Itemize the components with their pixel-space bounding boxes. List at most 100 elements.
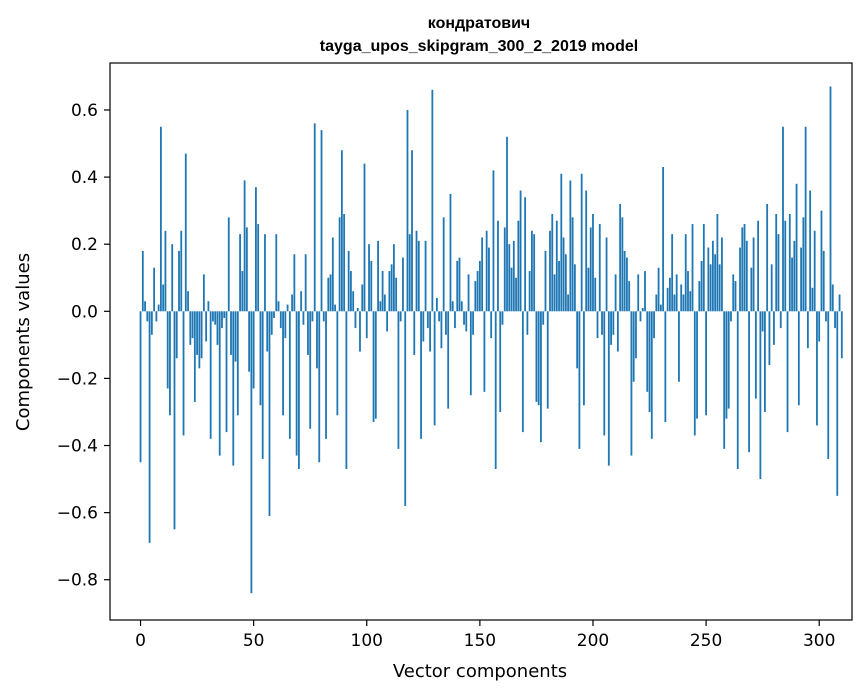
bar-144: [465, 311, 468, 332]
bar-68: [293, 254, 296, 312]
bar-43: [236, 311, 239, 416]
bar-14: [171, 244, 174, 312]
bar-224: [646, 311, 649, 392]
bar-206: [605, 237, 608, 312]
bar-220: [637, 274, 640, 312]
bar-36: [221, 311, 223, 329]
bar-225: [648, 311, 651, 412]
bar-108: [383, 294, 386, 312]
bar-50: [252, 311, 255, 389]
y-tick-label-5: 0.2: [71, 235, 98, 255]
bar-170: [524, 197, 527, 312]
bar-133: [440, 311, 443, 349]
bar-306: [831, 284, 834, 312]
bar-98: [361, 284, 364, 312]
bar-126: [424, 240, 427, 312]
bar-127: [426, 311, 429, 329]
bar-290: [795, 183, 798, 312]
bar-85: [331, 237, 334, 312]
bar-194: [578, 311, 581, 449]
bar-42: [234, 311, 237, 362]
bar-54: [261, 311, 264, 459]
bar-153: [485, 230, 488, 312]
bar-9: [159, 126, 162, 312]
bar-12: [166, 311, 169, 389]
bar-96: [356, 307, 359, 312]
bar-134: [442, 217, 445, 312]
bar-18: [180, 230, 183, 312]
bar-11: [164, 230, 167, 312]
x-tick-label-0: 0: [135, 631, 146, 651]
bar-239: [680, 284, 683, 312]
bar-5: [150, 311, 153, 335]
bar-291: [797, 311, 800, 406]
bar-303: [825, 311, 827, 322]
bar-7: [155, 311, 158, 322]
bar-226: [650, 311, 653, 439]
bar-210: [614, 274, 617, 312]
bar-214: [623, 250, 626, 312]
bar-270: [750, 267, 753, 312]
bar-187: [562, 237, 565, 312]
bar-190: [569, 180, 572, 312]
bar-123: [417, 240, 420, 312]
bar-2: [144, 301, 146, 312]
bar-218: [632, 311, 635, 382]
bar-136: [447, 311, 450, 409]
bar-99: [363, 163, 366, 312]
x-tick-label-5: 250: [690, 631, 722, 651]
x-tick-label-1: 50: [243, 631, 265, 651]
bar-216: [628, 281, 631, 312]
bar-80: [320, 130, 323, 312]
bar-285: [784, 220, 787, 312]
bar-17: [178, 250, 180, 312]
bar-22: [189, 311, 192, 345]
bar-77: [313, 123, 316, 312]
bar-283: [779, 311, 782, 329]
bar-19: [182, 311, 185, 436]
bar-262: [732, 274, 735, 312]
bar-129: [431, 89, 434, 312]
bar-222: [641, 307, 644, 312]
bar-104: [374, 311, 377, 419]
bar-212: [619, 203, 622, 312]
bar-255: [716, 213, 719, 312]
bar-172: [528, 271, 531, 312]
bar-241: [684, 234, 687, 312]
bar-176: [537, 311, 540, 406]
bar-203: [598, 224, 601, 312]
bar-109: [386, 311, 389, 332]
x-tick-label-4: 200: [577, 631, 609, 651]
bar-65: [286, 304, 289, 312]
bar-161: [503, 227, 506, 312]
bar-61: [277, 301, 280, 312]
bar-269: [748, 311, 750, 453]
bar-281: [775, 213, 778, 312]
bar-229: [657, 267, 660, 312]
y-tick-label-7: 0.6: [71, 101, 98, 121]
bar-87: [336, 311, 339, 416]
bar-248: [700, 260, 703, 312]
bar-117: [404, 311, 407, 506]
x-tick-label-2: 100: [351, 631, 383, 651]
bar-251: [707, 247, 710, 312]
bar-209: [612, 311, 615, 335]
bar-30: [207, 301, 210, 312]
bar-299: [816, 311, 818, 426]
bar-122: [415, 230, 418, 312]
bar-181: [549, 230, 551, 312]
bar-58: [270, 311, 273, 335]
bar-119: [408, 234, 411, 312]
bar-179: [544, 250, 547, 312]
bar-78: [316, 311, 318, 369]
bar-273: [757, 220, 760, 312]
bar-86: [334, 304, 336, 312]
bar-193: [576, 311, 579, 369]
bar-120: [411, 150, 413, 312]
bar-124: [420, 311, 422, 439]
bar-258: [723, 311, 726, 449]
bar-228: [655, 294, 658, 312]
bar-147: [472, 311, 474, 335]
bar-274: [759, 311, 762, 480]
bar-151: [481, 237, 484, 312]
